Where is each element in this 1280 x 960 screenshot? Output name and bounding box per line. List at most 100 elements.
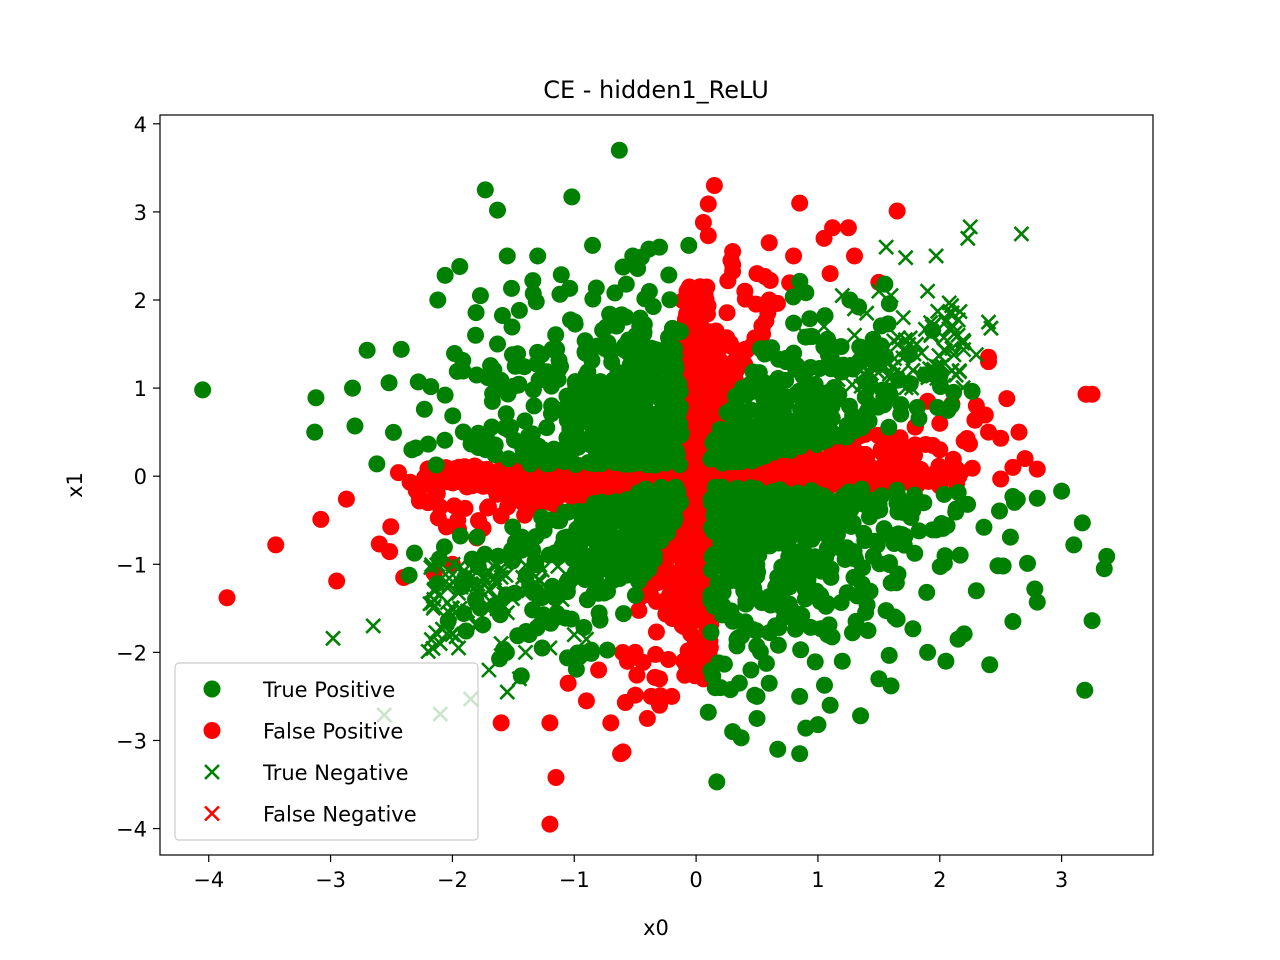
data-point: [760, 674, 778, 692]
data-point: [727, 387, 745, 405]
data-point: [1073, 514, 1091, 532]
data-point: [756, 466, 774, 484]
data-point: [722, 602, 740, 620]
data-point: [742, 661, 760, 679]
data-point: [444, 407, 462, 425]
data-point: [1083, 612, 1101, 630]
data-point-x: [429, 556, 446, 573]
data-point: [707, 484, 725, 502]
data-point: [415, 400, 433, 418]
data-point: [218, 589, 236, 607]
data-point: [797, 719, 815, 737]
data-point-x: [469, 615, 485, 632]
data-point: [735, 516, 753, 534]
data-point: [975, 518, 993, 536]
data-point-x: [426, 582, 443, 599]
data-point: [445, 497, 463, 515]
data-point: [748, 265, 766, 283]
data-point: [739, 432, 757, 450]
data-point: [479, 499, 497, 517]
data-point: [808, 435, 826, 453]
data-point: [515, 358, 533, 376]
data-point: [727, 495, 745, 513]
data-point: [824, 219, 842, 237]
data-point: [476, 545, 494, 563]
data-point: [370, 535, 388, 553]
data-point: [792, 641, 810, 659]
data-point-x: [797, 327, 814, 344]
data-point-x: [531, 557, 548, 574]
data-point-x: [944, 304, 961, 321]
data-point: [541, 454, 559, 472]
data-point: [628, 378, 646, 396]
data-point: [538, 419, 556, 437]
data-point: [454, 362, 472, 380]
data-point: [699, 703, 717, 721]
data-point: [591, 478, 609, 496]
data-point: [564, 421, 582, 439]
data-point: [569, 567, 587, 585]
data-point: [344, 379, 362, 397]
data-point: [791, 194, 809, 212]
data-point: [762, 520, 780, 538]
legend-box: [174, 662, 479, 841]
data-point: [624, 355, 642, 373]
data-point-x: [925, 316, 942, 333]
data-point: [617, 275, 635, 293]
data-point: [788, 356, 806, 374]
data-point: [1053, 482, 1071, 500]
data-point: [806, 653, 824, 671]
x-tick-label: −1: [559, 868, 590, 892]
data-point: [767, 578, 785, 596]
data-point: [697, 378, 715, 396]
data-point: [718, 304, 736, 322]
data-point: [635, 517, 653, 535]
data-point: [785, 247, 803, 265]
data-point: [575, 618, 593, 636]
data-point: [1083, 385, 1101, 403]
data-point-x: [944, 362, 960, 379]
data-point: [1065, 536, 1083, 554]
data-point: [624, 247, 642, 265]
data-point: [614, 468, 632, 486]
data-point: [872, 440, 890, 458]
data-point: [368, 455, 386, 473]
data-point: [606, 452, 624, 470]
data-point-x: [554, 591, 570, 608]
data-point: [776, 412, 794, 430]
data-point: [451, 527, 469, 545]
data-point: [761, 419, 779, 437]
data-point: [703, 561, 721, 579]
data-point: [585, 437, 603, 455]
data-point: [468, 366, 486, 384]
data-point: [967, 397, 985, 415]
data-point: [754, 325, 772, 343]
data-point: [617, 308, 635, 326]
data-point: [535, 521, 553, 539]
data-point: [312, 510, 330, 528]
data-point: [875, 388, 893, 406]
data-point: [952, 463, 970, 481]
data-point: [875, 520, 893, 538]
data-point: [656, 454, 674, 472]
x-tick-label: −4: [193, 868, 224, 892]
data-point: [888, 483, 906, 501]
data-point: [658, 521, 676, 539]
data-point: [904, 620, 922, 638]
data-point: [380, 374, 398, 392]
data-point: [775, 514, 793, 532]
data-point: [900, 446, 918, 464]
data-point: [529, 247, 547, 265]
data-point: [594, 385, 612, 403]
data-point-x: [955, 379, 971, 396]
data-point: [818, 544, 836, 562]
data-point: [518, 476, 536, 494]
data-point: [910, 409, 928, 427]
data-point: [431, 498, 449, 516]
data-point: [784, 288, 802, 306]
data-point: [601, 524, 619, 542]
data-point: [471, 461, 489, 479]
data-point: [848, 587, 866, 605]
data-point: [498, 247, 516, 265]
data-point: [748, 709, 766, 727]
